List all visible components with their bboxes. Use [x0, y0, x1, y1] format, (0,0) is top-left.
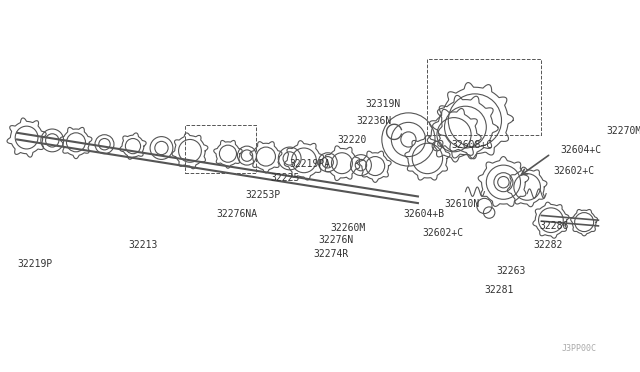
Text: 32286: 32286 — [540, 221, 569, 231]
Text: 32274R: 32274R — [314, 249, 349, 259]
Bar — [185, 125, 257, 173]
Text: 32608+C: 32608+C — [451, 140, 492, 150]
Text: 32219P: 32219P — [17, 259, 52, 269]
Text: 32219PA: 32219PA — [290, 159, 331, 169]
Text: 32260M: 32260M — [330, 223, 366, 233]
Text: 32604+B: 32604+B — [404, 209, 445, 218]
Bar — [428, 59, 541, 135]
Text: 32602+C: 32602+C — [554, 166, 595, 176]
Text: 32220: 32220 — [337, 135, 367, 145]
Text: J3PP00C: J3PP00C — [561, 344, 596, 353]
Text: 32281: 32281 — [484, 285, 514, 295]
Text: 32236N: 32236N — [356, 116, 392, 126]
Text: 32282: 32282 — [534, 240, 563, 250]
Text: 32602+C: 32602+C — [422, 228, 464, 238]
Text: 32276N: 32276N — [318, 235, 353, 245]
Circle shape — [477, 198, 492, 214]
Text: 32263: 32263 — [497, 266, 526, 276]
Text: 32319N: 32319N — [365, 99, 401, 109]
Text: 32213: 32213 — [128, 240, 157, 250]
Text: 32604+C: 32604+C — [561, 145, 602, 155]
Text: 32610N: 32610N — [445, 199, 480, 209]
Text: 32276NA: 32276NA — [216, 209, 258, 218]
Text: 32225: 32225 — [271, 173, 300, 183]
Text: 32270M: 32270M — [606, 126, 640, 136]
Text: 32253P: 32253P — [245, 190, 280, 199]
